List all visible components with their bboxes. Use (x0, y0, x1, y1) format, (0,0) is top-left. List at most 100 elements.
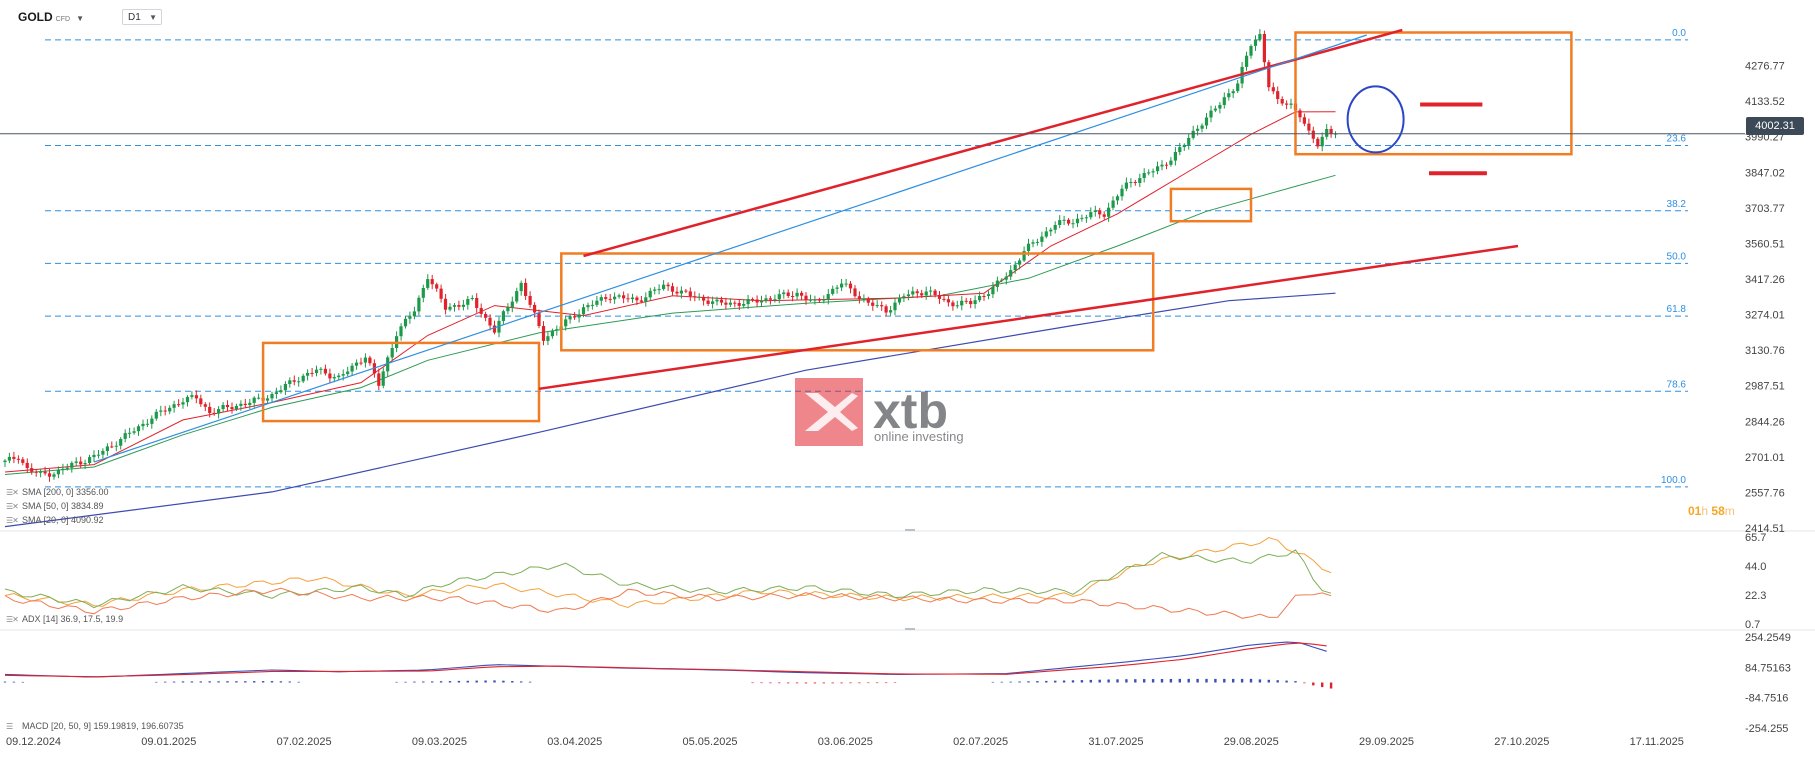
date-axis-label: 09.01.2025 (141, 736, 196, 748)
candle-body (1018, 260, 1022, 265)
candle-body (310, 372, 314, 374)
indicator-settings-icon[interactable]: ☰✕ (6, 615, 19, 624)
candle-body (470, 298, 474, 299)
candle-body (1133, 182, 1137, 183)
consolidation-box[interactable] (560, 252, 1155, 352)
indicator-settings-icon[interactable]: ☰✕ (6, 488, 19, 497)
candle-body (1067, 219, 1071, 224)
symbol-selector[interactable]: GOLD CFD ▼ (18, 10, 84, 24)
candle-body (648, 290, 652, 298)
candle-body (368, 357, 372, 364)
candle-body (1111, 200, 1115, 208)
candle-body (626, 298, 630, 300)
candle-body (1245, 55, 1249, 67)
macd-histogram-bar (270, 681, 274, 683)
legend-sma20[interactable]: ☰✕ SMA [20, 0] 4090.92 (6, 515, 104, 525)
candle-body (982, 296, 986, 297)
macd-histogram-bar (1223, 678, 1226, 683)
candle-body (1120, 188, 1124, 197)
macd-histogram-bar (795, 682, 799, 684)
macd-histogram-bar (1036, 681, 1039, 683)
drawings[interactable] (93, 28, 1573, 463)
candle-body (577, 314, 581, 318)
date-axis-label: 29.08.2025 (1224, 736, 1279, 748)
macd-line (4, 642, 1327, 678)
consolidation-box[interactable] (261, 341, 541, 423)
macd-histogram-bar (1258, 679, 1262, 683)
candle-body (475, 298, 479, 308)
candle-body (34, 471, 38, 473)
candle-body (225, 405, 230, 408)
candle-body (657, 289, 661, 291)
candle-body (639, 300, 643, 302)
candle-body (840, 283, 844, 288)
price-axis-label: 2414.51 (1745, 523, 1785, 535)
timer-hours: 01 (1688, 504, 1702, 518)
timeframe-select[interactable]: D1 ▼ (122, 9, 162, 25)
trendline[interactable] (538, 244, 1519, 391)
adx-axis-label: 44.0 (1745, 561, 1766, 573)
candle-body (203, 404, 207, 407)
candle-body (1098, 210, 1102, 215)
adx-line (4, 537, 1332, 609)
pane-resize-handle[interactable] (905, 529, 915, 531)
channel-line[interactable] (93, 34, 1367, 463)
candle-body (448, 306, 452, 310)
consolidation-box[interactable] (1294, 31, 1573, 156)
price-axis-label: 3703.77 (1745, 203, 1785, 215)
candle-body (826, 294, 830, 300)
candle-body (185, 396, 190, 403)
legend-sma50[interactable]: ☰✕ SMA [50, 0] 3834.89 (6, 501, 104, 511)
macd-histogram-bar (1062, 680, 1066, 683)
candle-body (1031, 242, 1035, 244)
candle-body (461, 304, 465, 307)
candle-body (30, 468, 34, 472)
candle-countdown: 01h 58m (1688, 504, 1735, 518)
candle-body (515, 291, 519, 302)
trendline[interactable] (583, 28, 1403, 258)
fibonacci-retracement[interactable]: 0.0 23.6 38.2 50.0 61.8 78.6 100.0 (45, 28, 1688, 488)
candle-body (1298, 110, 1302, 118)
fib-level-label: 50.0 (1667, 251, 1687, 262)
indicator-settings-icon[interactable]: ☰ (6, 722, 13, 731)
timer-minutes: 58 (1711, 504, 1725, 518)
candle-body (635, 297, 639, 301)
macd-histogram-bar (1098, 679, 1101, 683)
candle-body (613, 296, 617, 300)
indicator-settings-icon[interactable]: ☰✕ (6, 502, 19, 511)
macd-histogram-bar (867, 682, 870, 684)
candle-body (670, 286, 675, 292)
candle-body (622, 295, 626, 299)
moving-averages (4, 111, 1336, 528)
macd-histogram-bar (831, 682, 834, 684)
candle-body (479, 308, 483, 314)
macd-histogram-bar (751, 682, 754, 684)
macd-histogram-bar (431, 681, 434, 683)
price-axis-label: 2844.26 (1745, 416, 1785, 428)
pane-resize-handle[interactable] (905, 628, 915, 630)
macd-histogram-bar (457, 680, 461, 683)
candle-body (181, 402, 185, 405)
candle-body (728, 302, 732, 305)
candle-body (969, 301, 973, 305)
candle-body (813, 299, 817, 301)
candle-body (853, 288, 857, 297)
candle-body (159, 410, 163, 412)
chevron-down-icon[interactable]: ▼ (76, 14, 84, 23)
legend-sma200[interactable]: ☰✕ SMA [200, 0] 3356.00 (6, 487, 109, 497)
highlight-ellipse[interactable] (1346, 85, 1405, 154)
candle-body (1236, 83, 1240, 92)
macd-histogram-bar (840, 682, 843, 684)
candle-body (1022, 251, 1026, 261)
legend-macd[interactable]: ☰ MACD [20, 50, 9] 159.19819, 196.60735 (6, 721, 184, 731)
candle-body (1147, 172, 1151, 174)
legend-adx[interactable]: ☰✕ ADX [14] 36.9, 17.5, 19.9 (6, 614, 123, 624)
candle-body (1013, 264, 1017, 271)
candle-body (141, 423, 145, 427)
candle-body (1156, 166, 1160, 172)
macd-histogram-bar (190, 681, 194, 683)
consolidation-box[interactable] (1169, 187, 1253, 223)
indicator-settings-icon[interactable]: ☰✕ (6, 516, 19, 525)
macd-histogram-bar (760, 682, 763, 684)
